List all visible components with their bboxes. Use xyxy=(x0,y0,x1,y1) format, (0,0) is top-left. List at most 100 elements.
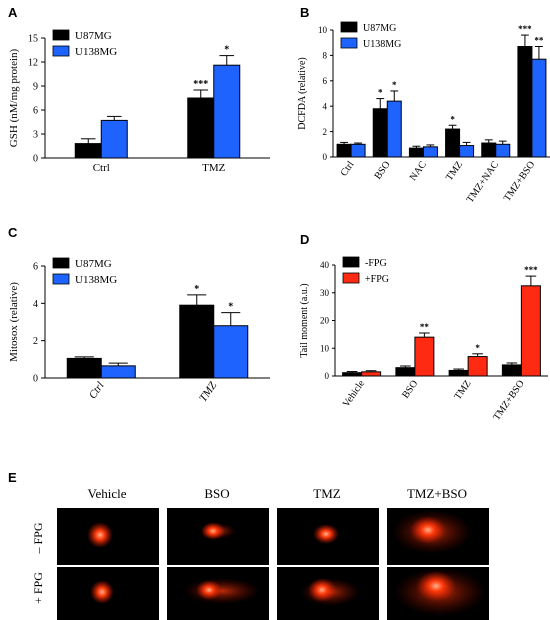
x-category-label-b: TMZ+NAC xyxy=(465,159,502,205)
y-tick-label-b: 6 xyxy=(323,76,328,86)
bar-d xyxy=(395,367,416,377)
y-axis-title-c: Mitosox (relative) xyxy=(8,282,20,362)
legend-swatch-d xyxy=(342,256,360,268)
comet-image-tmz-plus-fpg xyxy=(277,567,379,620)
y-tick-label-a: 6 xyxy=(33,106,38,117)
bar-b xyxy=(422,146,438,158)
significance-marker-c: * xyxy=(194,284,199,295)
legend-label-c: U138MG xyxy=(75,274,117,286)
y-tick-label-d: 0 xyxy=(325,371,330,381)
bar-b xyxy=(336,143,352,158)
bar-c xyxy=(66,357,102,379)
comet-col-label-bso: BSO xyxy=(204,486,229,501)
bar-d xyxy=(414,336,435,377)
bar-d xyxy=(448,369,469,377)
panel-letter-b: B xyxy=(300,5,309,20)
x-category-label-b: TMZ xyxy=(444,159,465,183)
panel-letter-e: E xyxy=(8,470,17,485)
legend-label-d: -FPG xyxy=(365,258,387,269)
legend-label-b: U138MG xyxy=(363,39,401,50)
bar-b xyxy=(531,58,547,158)
y-tick-label-c: 0 xyxy=(33,374,38,385)
comet-image-tmz-minus-fpg xyxy=(277,508,379,565)
x-category-label-d: BSO xyxy=(400,378,420,400)
y-tick-label-a: 3 xyxy=(33,130,38,141)
significance-marker-d: ** xyxy=(420,322,430,332)
y-tick-label-b: 0 xyxy=(323,152,328,162)
comet-row-label-minus-fpg: – FPG xyxy=(31,522,45,554)
bar-b xyxy=(517,46,533,158)
bar-b xyxy=(408,147,424,158)
chart-tail-moment: 0 10 20 30 40 Tail moment (a.u.) Vehicle ** BSO *… xyxy=(299,256,548,423)
legend-label-c: U87MG xyxy=(75,258,112,270)
y-tick-label-a: 12 xyxy=(28,58,38,69)
y-tick-label-b: 2 xyxy=(323,127,328,137)
y-tick-label-a: 0 xyxy=(33,154,38,165)
legend-swatch-c xyxy=(52,257,70,269)
bar-d xyxy=(342,372,363,377)
y-tick-label-d: 30 xyxy=(320,288,330,298)
comet-col-label-tmz: TMZ xyxy=(313,486,341,501)
bar-a xyxy=(100,119,128,159)
legend-swatch-b xyxy=(340,21,358,33)
bar-b xyxy=(481,142,497,158)
significance-marker-d: *** xyxy=(524,265,538,275)
legend-swatch-b xyxy=(340,37,358,49)
bar-b xyxy=(350,143,366,158)
significance-marker-b: *** xyxy=(518,24,532,34)
x-category-label-c: TMZ xyxy=(197,379,220,404)
y-tick-label-d: 40 xyxy=(320,260,330,270)
panel-letter-c: C xyxy=(8,225,18,240)
y-tick-label-c: 6 xyxy=(33,262,38,273)
y-axis-title-a: GSH (nM/mg protein) xyxy=(8,48,20,147)
y-tick-label-d: 20 xyxy=(320,316,330,326)
y-tick-label-c: 4 xyxy=(33,299,38,310)
x-category-label-d: Vehicle xyxy=(341,378,368,409)
legend-label-b: U87MG xyxy=(363,23,396,34)
legend-swatch-c xyxy=(52,273,70,285)
comet-image-tmz-bso-plus-fpg xyxy=(387,567,489,620)
legend-swatch-a xyxy=(52,45,70,57)
bar-a xyxy=(74,143,102,159)
comet-assay-panel: Vehicle BSO TMZ TMZ+BSO – FPG + FPG xyxy=(31,486,489,620)
y-tick-label-d: 10 xyxy=(320,343,330,353)
chart-mitosox: 0 2 4 6 Mitosox (relative) Ctrl * * TMZ U87MG U138… xyxy=(8,257,270,404)
panel-letter-a: A xyxy=(8,5,18,20)
comet-image-bso-minus-fpg xyxy=(167,508,269,565)
comet-row-label-plus-fpg: + FPG xyxy=(31,572,45,604)
x-category-label-b: Ctrl xyxy=(339,159,357,178)
y-tick-label-a: 9 xyxy=(33,82,38,93)
x-category-label-a: TMZ xyxy=(202,162,226,174)
significance-marker-b: * xyxy=(392,80,397,90)
y-axis-title-d: Tail moment (a.u.) xyxy=(299,283,310,357)
significance-marker-d: * xyxy=(475,343,480,353)
bar-b xyxy=(386,100,402,158)
x-category-label-a: Ctrl xyxy=(93,162,110,174)
comet-image-vehicle-minus-fpg xyxy=(57,508,159,565)
x-category-label-d: TMZ+BSO xyxy=(491,378,527,422)
significance-marker-a: * xyxy=(224,45,229,56)
legend-swatch-a xyxy=(52,29,70,41)
y-tick-label-b: 10 xyxy=(318,25,328,35)
comet-image-vehicle-plus-fpg xyxy=(57,567,159,620)
y-axis-title-b: DCFDA (relative) xyxy=(297,57,308,130)
bar-c xyxy=(179,304,215,379)
legend-label-a: U138MG xyxy=(75,46,117,58)
bar-b xyxy=(495,143,511,158)
x-category-label-b: TMZ+BSO xyxy=(502,159,538,203)
legend-label-a: U87MG xyxy=(75,30,112,42)
bar-b xyxy=(372,108,388,158)
bar-b xyxy=(445,128,461,158)
y-tick-label-c: 2 xyxy=(33,336,38,347)
bar-b xyxy=(459,145,475,158)
comet-col-label-tmz-bso: TMZ+BSO xyxy=(407,486,467,501)
bar-c xyxy=(213,325,249,379)
bar-d xyxy=(361,371,382,377)
bar-a xyxy=(213,64,241,159)
legend-label-d: +FPG xyxy=(365,274,389,285)
x-category-label-d: TMZ xyxy=(452,378,473,402)
comet-col-label-vehicle: Vehicle xyxy=(88,486,127,501)
significance-marker-b: * xyxy=(378,88,383,98)
